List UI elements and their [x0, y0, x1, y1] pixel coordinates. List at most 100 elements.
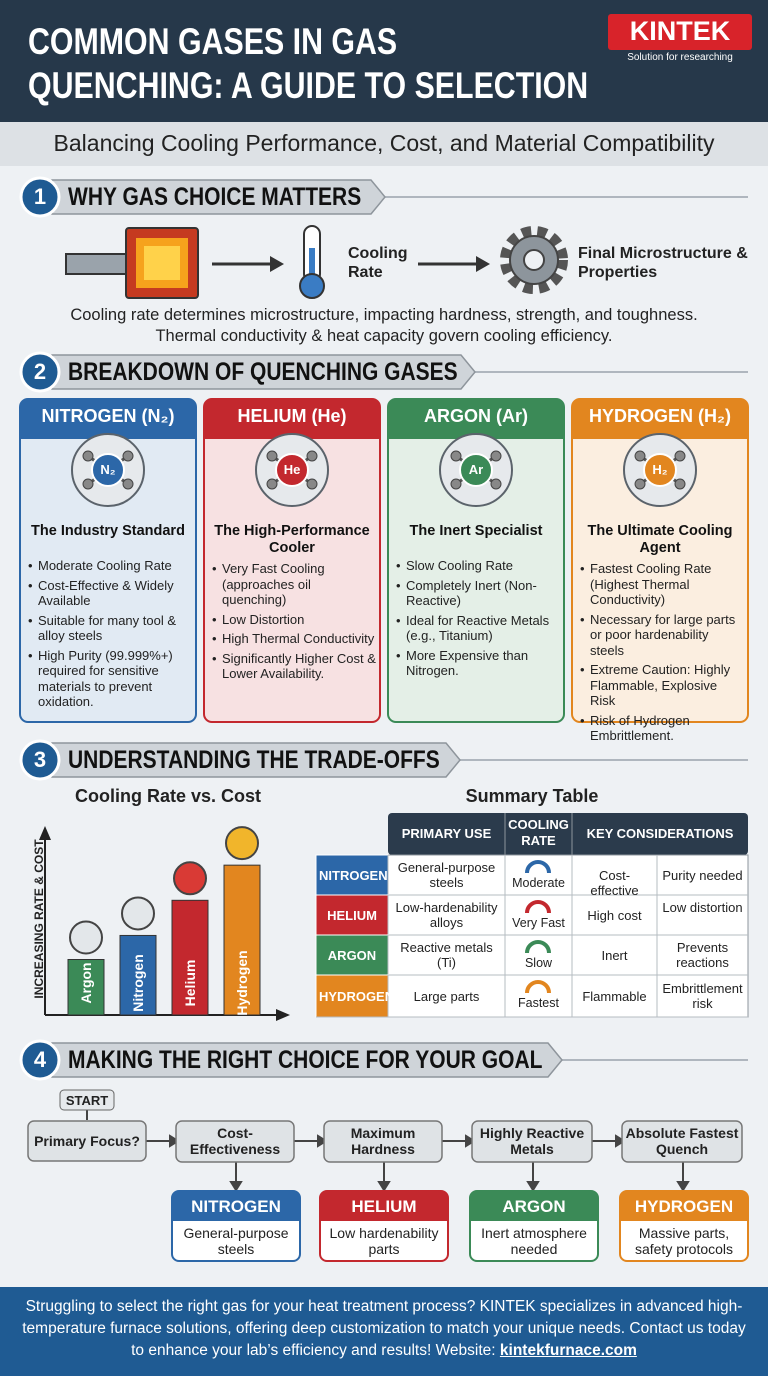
- table-cell: Fastest: [518, 996, 559, 1010]
- bar-icon: [173, 861, 207, 896]
- card-header: [388, 399, 564, 439]
- bullet: •: [580, 561, 585, 576]
- card-point: High Thermal Conductivity •: [212, 631, 375, 646]
- footer-text: Struggling to select the right gas for y…: [20, 1296, 748, 1362]
- card-points: Very Fast Cooling (approaches oil quench…: [210, 561, 376, 686]
- section-title: BREAKDOWN OF QUENCHING GASES: [68, 358, 458, 386]
- thermometer-icon: [299, 225, 325, 299]
- table-cell: Flammable: [582, 988, 647, 1004]
- bar-label: Nitrogen: [130, 954, 146, 1012]
- focus-box: [323, 1120, 443, 1163]
- table-cell: Cost-effective: [590, 867, 639, 898]
- card-point: Low Distortion •: [212, 611, 305, 627]
- chart-y-label: INCREASING RATE & COST: [32, 839, 46, 999]
- step-label: Cooling Rate: [348, 245, 408, 281]
- atom-node: [122, 450, 134, 462]
- gas-note: Inert atmosphere needed: [481, 1225, 587, 1257]
- card-header: [204, 399, 380, 439]
- card-point: Necessary for large parts or poor harden…: [580, 611, 736, 658]
- card-point: More Expensive than Nitrogen. •: [396, 647, 529, 679]
- card-point: High Purity (99.999%+) required for sens…: [28, 647, 173, 710]
- subtitle-band: [0, 122, 768, 166]
- card-point: Slow Cooling Rate •: [396, 558, 513, 573]
- table-cell: Prevents reactions: [676, 940, 729, 970]
- atom-core: [275, 453, 309, 487]
- gas-choice: NITROGEN: [191, 1197, 281, 1216]
- card-header: [572, 399, 748, 439]
- question-box: [27, 1120, 147, 1162]
- focus-box: [621, 1120, 743, 1163]
- table-gas-cell: [315, 894, 389, 936]
- subtitle: Balancing Cooling Performance, Cost, and…: [53, 130, 715, 156]
- flow-connectors: [86, 1110, 690, 1192]
- atom-symbol: He: [283, 462, 301, 477]
- table-cell: Slow: [524, 956, 553, 970]
- card-name: NITROGEN (N₂): [41, 406, 175, 426]
- atom-node: [122, 478, 134, 490]
- table-gas: HELIUM: [327, 907, 377, 923]
- table-cell: Very Fast: [512, 916, 565, 930]
- section-badge: [19, 351, 61, 393]
- card-point: Significantly Higher Cost & Lower Availa…: [212, 650, 376, 682]
- rate-gauge: [525, 980, 551, 994]
- arrow: [212, 256, 284, 272]
- card-point: Completely Inert (Non-Reactive) •: [396, 577, 537, 609]
- bar-icon: [121, 896, 155, 931]
- table-col-header: KEY CONSIDERATIONS: [586, 826, 734, 841]
- section-number: 2: [33, 359, 47, 384]
- footer-link[interactable]: kintekfurnace.com: [499, 1342, 637, 1359]
- table-gas: NITROGEN: [319, 867, 388, 883]
- gas-note: Low hardenability parts: [329, 1225, 439, 1257]
- table-gas: ARGON: [327, 947, 377, 963]
- gas-choice: HYDROGEN: [634, 1197, 734, 1216]
- atom-node: [490, 450, 502, 462]
- table-cell: High cost: [587, 907, 642, 923]
- why-text: Cooling rate determines microstructure, …: [0, 305, 768, 347]
- gas-box-header: [172, 1191, 300, 1221]
- atom-node: [634, 478, 646, 490]
- card-point: Moderate Cooling Rate •: [28, 558, 172, 573]
- card-name: ARGON (Ar): [424, 406, 528, 426]
- bullet: •: [580, 662, 585, 677]
- table-cell: Low-hardenability alloys: [395, 900, 498, 930]
- table-cell: Moderate: [512, 876, 565, 890]
- brand: KINTEK: [629, 16, 731, 46]
- table-gas-cell: [315, 974, 389, 1018]
- atom-node: [266, 478, 278, 490]
- question: Primary Focus?: [34, 1133, 140, 1149]
- atom-node: [306, 478, 318, 490]
- table-cell: Large parts: [413, 988, 480, 1004]
- bar-label: Helium: [182, 959, 198, 1007]
- bullet: •: [580, 611, 585, 627]
- section-number: 3: [33, 747, 47, 772]
- gas-choice: ARGON: [502, 1197, 566, 1216]
- atom-node: [450, 450, 462, 462]
- card-point: Extreme Caution: Highly Flammable, Explo…: [580, 662, 731, 708]
- section-title: WHY GAS CHOICE MATTERS: [68, 183, 362, 211]
- atom-core: [643, 453, 677, 487]
- focus-box: [175, 1120, 295, 1163]
- card-role: The Ultimate Cooling Agent: [587, 523, 733, 556]
- bar-label: Hydrogen: [234, 950, 250, 1016]
- arrow: [418, 256, 490, 272]
- card-point: Fastest Cooling Rate (Highest Thermal Co…: [580, 561, 712, 607]
- focus: Highly Reactive Metals: [479, 1125, 585, 1157]
- table-cell: Embrittlement risk: [662, 981, 743, 1011]
- bullet: •: [396, 612, 401, 628]
- card-role: The Inert Specialist: [409, 523, 543, 539]
- atom-core: [91, 453, 125, 487]
- atom-symbol: N₂: [100, 462, 116, 477]
- bullet: •: [212, 561, 217, 576]
- atom-node: [450, 478, 462, 490]
- start-box: [59, 1089, 115, 1111]
- card-point: Risk of Hydrogen Embrittlement. •: [580, 712, 690, 744]
- gas-note: Massive parts, safety protocols: [634, 1225, 734, 1257]
- bullet: •: [28, 577, 33, 593]
- table-title: Summary Table: [465, 786, 599, 806]
- section-badge: [19, 1039, 61, 1081]
- bullet: •: [396, 577, 401, 593]
- section-number: 1: [33, 184, 47, 209]
- card-role: The High-Performance Cooler: [214, 523, 370, 556]
- table-cell: Reactive metals (Ti): [400, 940, 493, 970]
- atom-symbol: Ar: [468, 462, 484, 477]
